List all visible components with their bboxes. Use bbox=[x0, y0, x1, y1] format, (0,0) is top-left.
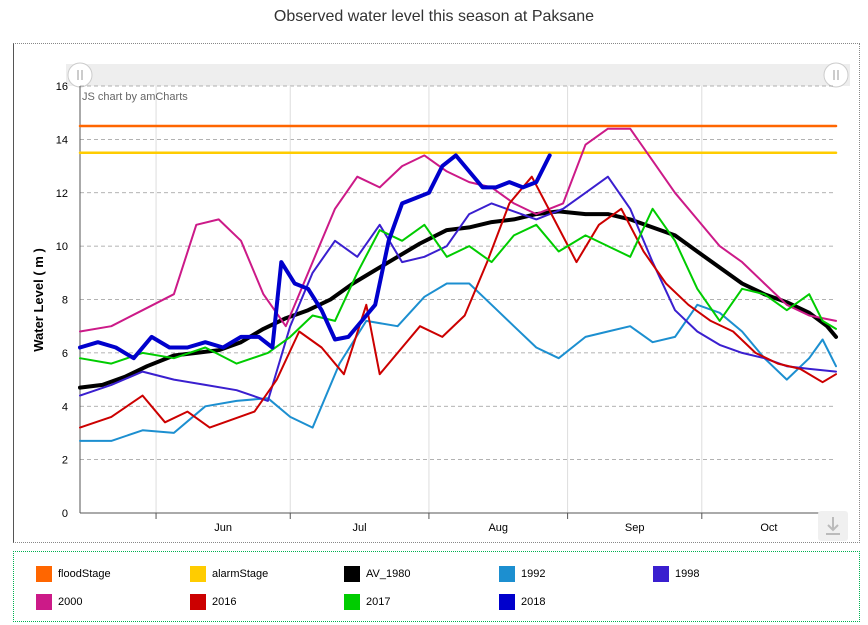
legend-swatch bbox=[344, 594, 360, 610]
x-tick-label: Sep bbox=[625, 522, 645, 534]
y-tick-label: 0 bbox=[62, 508, 68, 520]
scrollbar-left-grip[interactable] bbox=[67, 62, 93, 88]
legend-swatch bbox=[344, 566, 360, 582]
legend-item-av1980[interactable]: AV_1980 bbox=[344, 566, 410, 582]
legend-item-1992[interactable]: 1992 bbox=[499, 566, 545, 582]
legend-item-2018[interactable]: 2018 bbox=[499, 594, 545, 610]
legend-swatch bbox=[190, 566, 206, 582]
grid-lines bbox=[80, 85, 836, 513]
series-line-2018[interactable] bbox=[78, 153, 552, 361]
legend-swatch bbox=[36, 566, 52, 582]
y-tick-label: 14 bbox=[56, 134, 68, 146]
y-tick-label: 6 bbox=[62, 348, 68, 360]
y-tick-label: 4 bbox=[62, 401, 68, 413]
download-icon[interactable] bbox=[818, 511, 848, 541]
legend-item-2000[interactable]: 2000 bbox=[36, 594, 82, 610]
y-axis-label: Water Level ( m ) bbox=[31, 248, 46, 352]
y-tick-label: 2 bbox=[62, 455, 68, 467]
series-line-2000[interactable] bbox=[79, 127, 837, 333]
y-tick-label: 12 bbox=[56, 188, 68, 200]
y-tick-label: 16 bbox=[56, 81, 68, 93]
chart-frame bbox=[13, 43, 860, 543]
series-line-2016[interactable] bbox=[79, 175, 837, 429]
y-tick-label: 8 bbox=[62, 295, 68, 307]
scrollbar-right-grip[interactable] bbox=[823, 62, 849, 88]
legend-swatch bbox=[499, 566, 515, 582]
line-chart: 0 2 4 6 8 10 12 14 16 Jun Jul Aug Sep Oct Water Level… bbox=[31, 62, 850, 541]
x-tick-label: Aug bbox=[488, 522, 508, 534]
legend-swatch bbox=[499, 594, 515, 610]
x-tick-label: Jun bbox=[214, 522, 232, 534]
y-tick-label: 10 bbox=[56, 241, 68, 253]
legend: floodStage alarmStage AV_1980 1992 1998 … bbox=[13, 551, 860, 622]
legend-item-1998[interactable]: 1998 bbox=[653, 566, 699, 582]
chart-title: Observed water level this season at Paks… bbox=[273, 8, 595, 25]
scrollbar-track[interactable] bbox=[66, 64, 850, 86]
legend-item-alarmstage[interactable]: alarmStage bbox=[190, 566, 268, 582]
series-line-1998[interactable] bbox=[79, 175, 837, 402]
brand-credit[interactable]: JS chart by amCharts bbox=[82, 91, 188, 103]
legend-item-2017[interactable]: 2017 bbox=[344, 594, 390, 610]
series-line-1992[interactable] bbox=[79, 282, 837, 442]
axes: 0 2 4 6 8 10 12 14 16 Jun Jul Aug Sep Oct bbox=[56, 81, 836, 534]
legend-swatch bbox=[190, 594, 206, 610]
legend-item-floodstage[interactable]: floodStage bbox=[36, 566, 111, 582]
legend-swatch bbox=[36, 594, 52, 610]
series-line-2017[interactable] bbox=[79, 207, 837, 365]
x-tick-label: Jul bbox=[353, 522, 367, 534]
legend-item-2016[interactable]: 2016 bbox=[190, 594, 236, 610]
legend-swatch bbox=[653, 566, 669, 582]
series-group bbox=[78, 124, 838, 442]
x-tick-label: Oct bbox=[760, 522, 777, 534]
